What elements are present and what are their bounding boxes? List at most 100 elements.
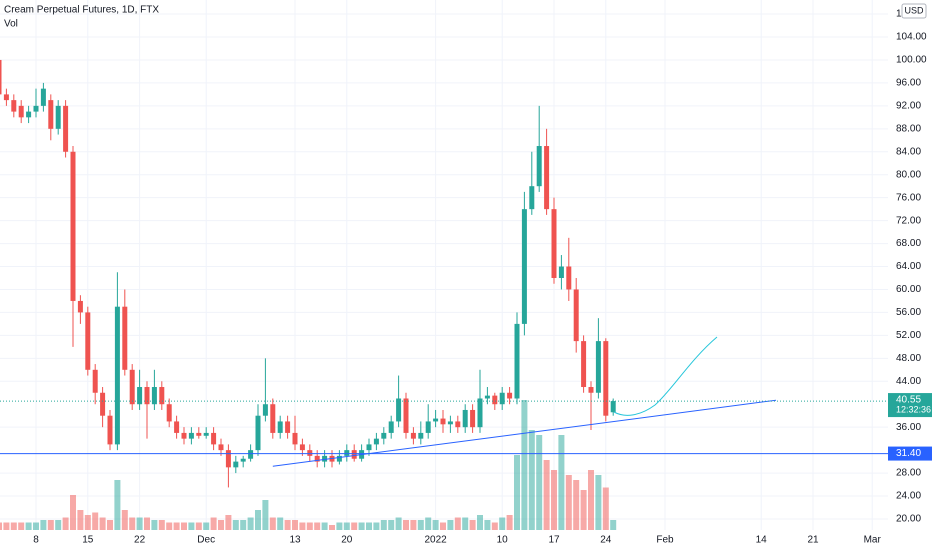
currency[interactable]: USD bbox=[904, 5, 924, 15]
volume-bar bbox=[225, 515, 232, 530]
candle-body bbox=[595, 341, 601, 393]
candle-body bbox=[181, 432, 187, 439]
volume-bar bbox=[218, 520, 224, 530]
candle-body bbox=[203, 432, 209, 436]
volume-bar bbox=[440, 522, 446, 530]
volume-bar bbox=[469, 520, 476, 530]
candle-body bbox=[366, 444, 372, 451]
y-tick-label: 36.00 bbox=[896, 422, 921, 433]
y-tick-label: 80.00 bbox=[896, 169, 921, 180]
volume-bar bbox=[373, 522, 380, 530]
candle-body bbox=[551, 209, 557, 278]
candle-body bbox=[92, 369, 98, 393]
volume-bar bbox=[277, 517, 284, 530]
volume-bar bbox=[195, 522, 202, 530]
volume-bar bbox=[366, 522, 372, 530]
volume-bar bbox=[573, 480, 580, 530]
y-tick-label: 104.00 bbox=[896, 32, 927, 43]
y-tick-label: 28.00 bbox=[896, 468, 921, 479]
candle-body bbox=[3, 94, 9, 101]
volume-bar bbox=[10, 522, 17, 530]
candle-body bbox=[26, 111, 32, 118]
candle-body bbox=[566, 266, 572, 290]
candle-body bbox=[55, 105, 61, 129]
candle-body bbox=[174, 421, 180, 433]
volume-bar bbox=[336, 522, 343, 530]
volume-bar bbox=[565, 475, 572, 530]
candle-body bbox=[166, 404, 172, 422]
candle-body bbox=[373, 438, 379, 445]
volume-bar bbox=[158, 520, 165, 530]
candle-body bbox=[225, 450, 231, 468]
volume-bar bbox=[491, 522, 498, 530]
volume-bar bbox=[417, 520, 424, 530]
candle-body bbox=[470, 409, 476, 428]
candle-body bbox=[255, 415, 261, 451]
volume-label: Vol bbox=[4, 19, 18, 30]
volume-bar bbox=[62, 517, 69, 530]
volume-bar bbox=[447, 520, 454, 530]
x-tick-label: 21 bbox=[807, 535, 819, 546]
volume-bar bbox=[610, 520, 617, 530]
candle-body bbox=[462, 409, 468, 428]
candle-body bbox=[0, 59, 2, 95]
volume-bar bbox=[388, 520, 395, 530]
candle-body bbox=[114, 306, 120, 445]
x-tick-label: 22 bbox=[134, 535, 146, 546]
volume-bar bbox=[47, 520, 54, 530]
candle-body bbox=[514, 323, 520, 399]
candle-body bbox=[218, 444, 224, 451]
y-tick-label: 76.00 bbox=[896, 192, 921, 203]
currency-box[interactable] bbox=[901, 3, 927, 19]
candle-body bbox=[507, 392, 513, 399]
candle-body bbox=[100, 392, 106, 416]
candle-body bbox=[610, 401, 616, 413]
volume-bar bbox=[477, 515, 483, 530]
y-tick-label: 20.00 bbox=[896, 514, 921, 525]
candle-body bbox=[144, 387, 150, 405]
volume-bar bbox=[247, 517, 254, 530]
volume-bar bbox=[292, 520, 298, 530]
x-tick-label: 15 bbox=[82, 535, 94, 546]
volume-bar bbox=[588, 470, 594, 530]
candle-body bbox=[477, 398, 483, 428]
x-tick-label: 14 bbox=[756, 535, 768, 546]
candle-body bbox=[521, 209, 527, 324]
candle-body bbox=[18, 105, 24, 118]
projection-path bbox=[613, 336, 718, 416]
x-tick-label: 20 bbox=[341, 535, 353, 546]
x-tick-label: Dec bbox=[197, 535, 215, 546]
candle-body bbox=[455, 421, 461, 428]
y-tick-label: 64.00 bbox=[896, 261, 921, 272]
volume-bar bbox=[262, 500, 269, 530]
candle-body bbox=[277, 421, 283, 433]
volume-bar bbox=[306, 522, 313, 530]
volume-bar bbox=[284, 520, 291, 530]
volume-bar bbox=[314, 522, 321, 530]
y-tick-label: 84.00 bbox=[896, 146, 921, 157]
y-tick-label: 100.00 bbox=[896, 55, 927, 66]
volume-bar bbox=[484, 520, 491, 530]
horizontal-line-label-box bbox=[888, 446, 932, 461]
volume-bar bbox=[358, 522, 365, 530]
volume-bar bbox=[144, 517, 150, 530]
candle-body bbox=[322, 455, 328, 462]
volume-bar bbox=[3, 522, 10, 530]
volume-bar bbox=[499, 517, 506, 530]
x-tick-label: 2022 bbox=[424, 535, 447, 546]
chart-title: Cream Perpetual Futures, 1D, FTX bbox=[4, 5, 159, 16]
candle-body bbox=[351, 450, 357, 459]
volume-bar bbox=[232, 520, 239, 530]
volume-bar bbox=[92, 512, 99, 530]
volume-bar bbox=[136, 517, 143, 530]
volume-bar bbox=[173, 522, 180, 530]
volume-bar bbox=[203, 522, 210, 530]
candle-body bbox=[581, 341, 587, 388]
candle-body bbox=[85, 312, 91, 370]
last-price-label: 40.55 bbox=[896, 395, 921, 406]
candle-body bbox=[285, 421, 291, 433]
last-price-box bbox=[888, 393, 932, 418]
candle-body bbox=[151, 387, 157, 405]
countdown-label: 12:32:36 bbox=[896, 404, 931, 414]
candle-body bbox=[558, 266, 564, 278]
